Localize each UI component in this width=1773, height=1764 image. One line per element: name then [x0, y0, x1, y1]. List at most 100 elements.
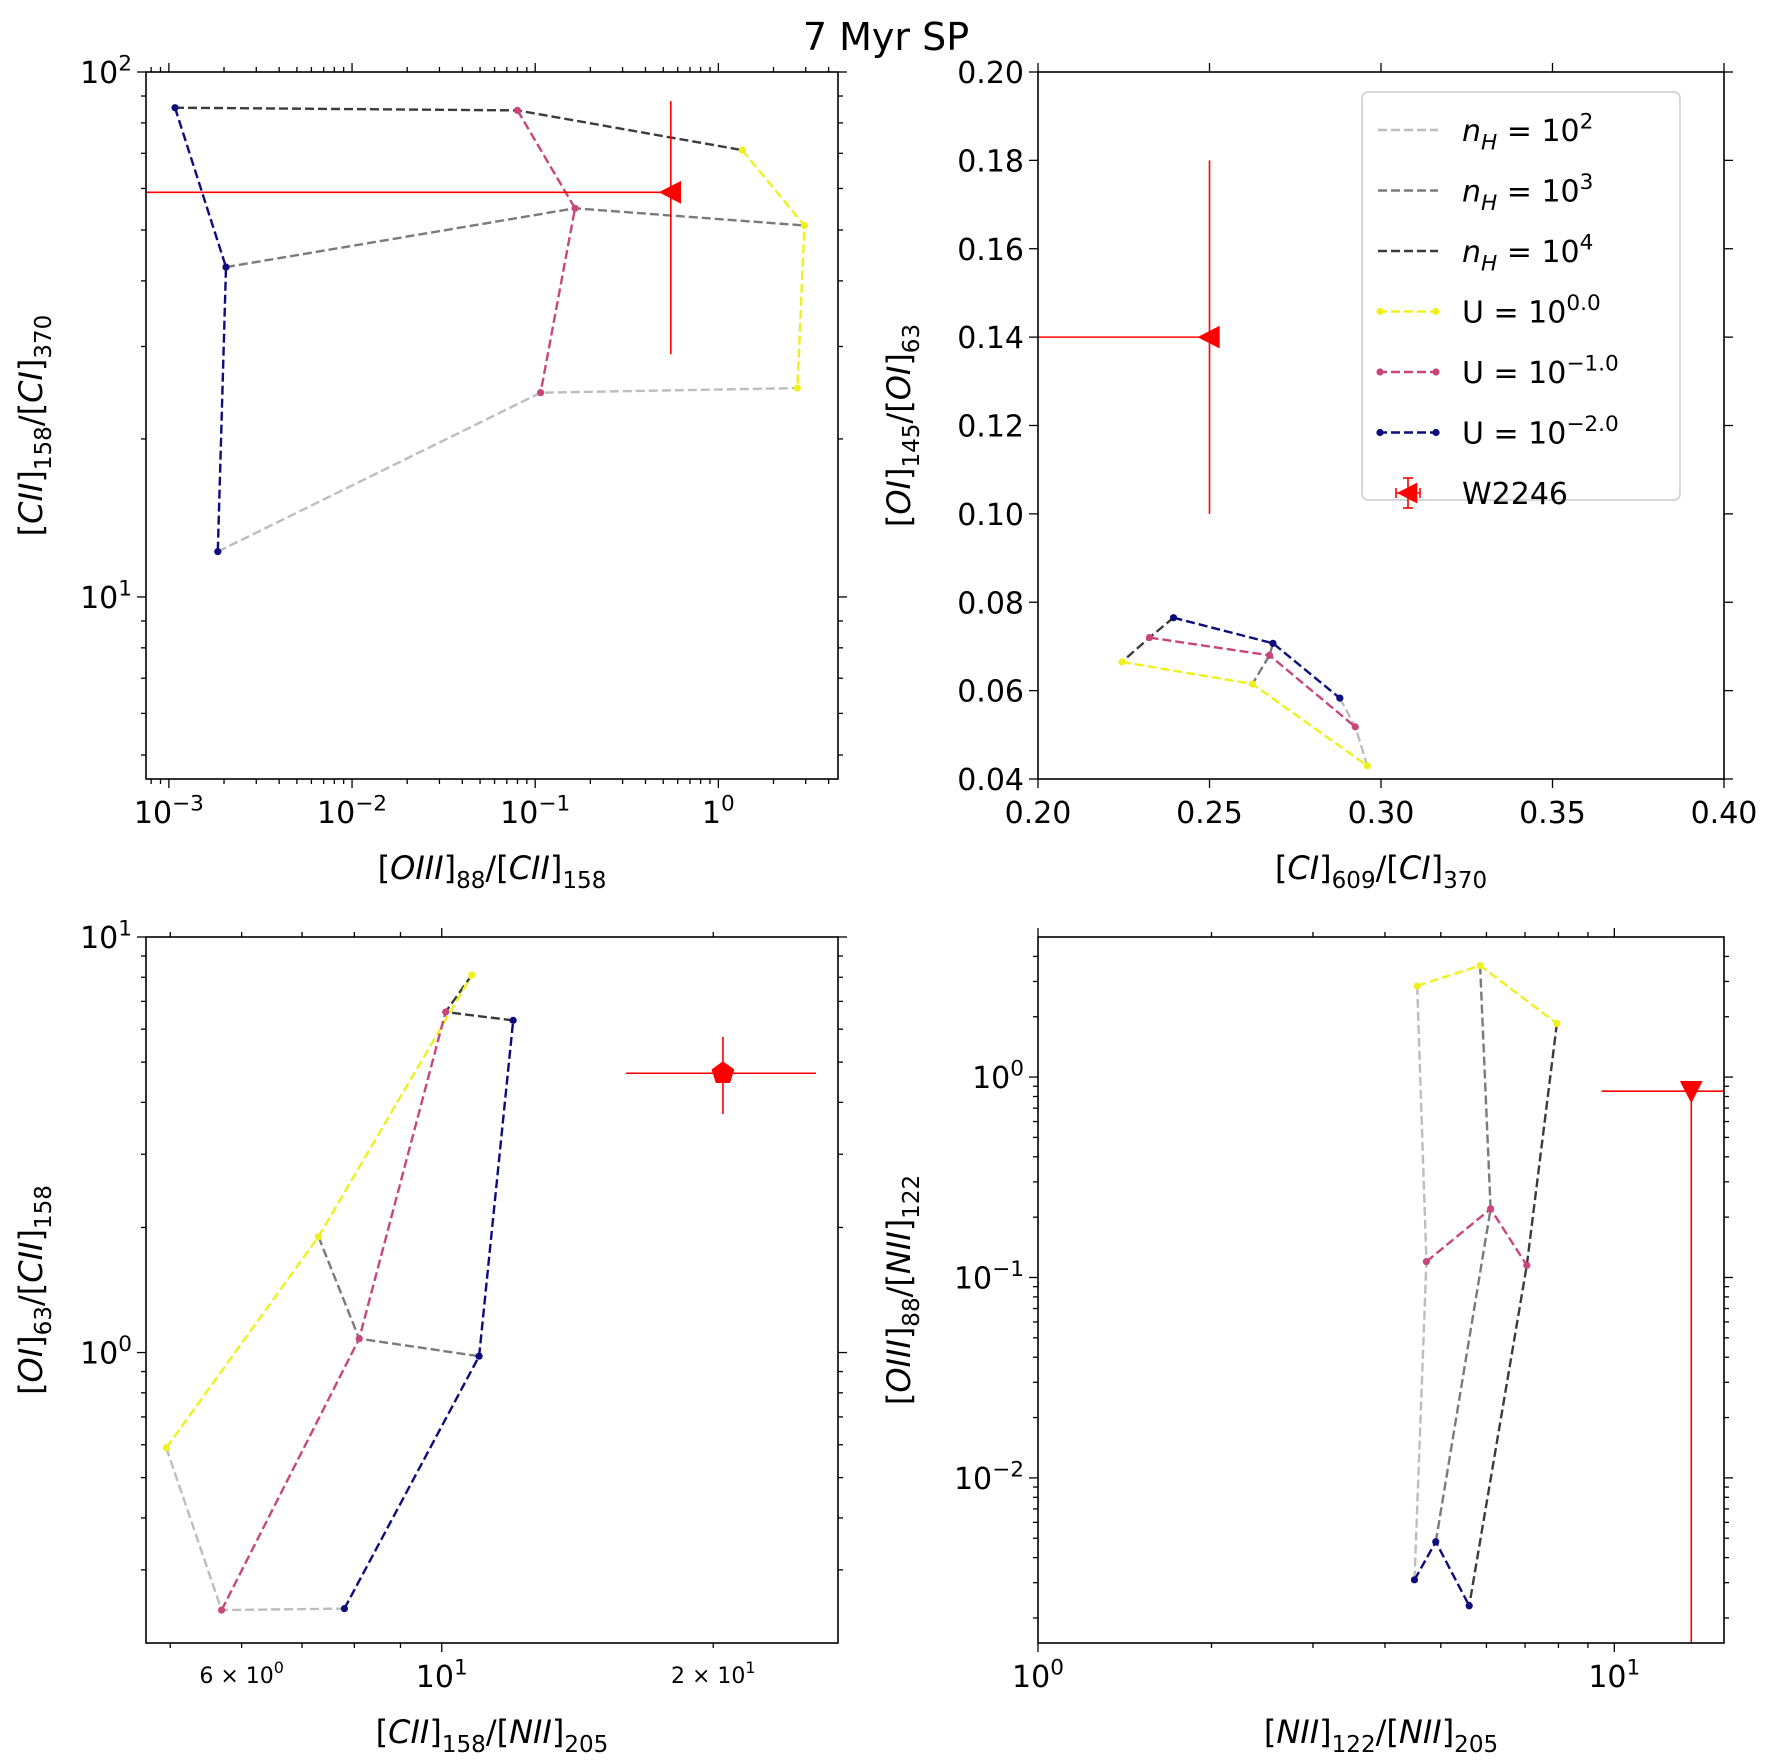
text-segment: H — [1481, 251, 1497, 276]
x-tick-label: 0.30 — [1348, 796, 1415, 831]
axes-frame — [145, 71, 839, 780]
y-tick-label: 0.04 — [957, 763, 1024, 798]
model-point — [1465, 1602, 1473, 1610]
y-tick-label: 0.14 — [957, 321, 1024, 356]
x-tick-label: 100 — [1012, 1655, 1064, 1695]
model-point — [1248, 680, 1256, 688]
y-axis-label: [CII]158/[CI]370 — [12, 315, 57, 537]
text-segment: 0 — [274, 1658, 284, 1677]
x-axis-label: [OIII]88/[CII]158 — [378, 849, 607, 894]
text-segment: 10 — [80, 581, 118, 616]
text-segment: 10 — [416, 1660, 454, 1695]
text-segment: OIII — [880, 1339, 918, 1393]
legend-point — [1432, 368, 1440, 376]
y-tick-label: 0.18 — [957, 144, 1024, 179]
density-track-line — [1251, 642, 1275, 685]
model-point — [217, 1606, 226, 1614]
ionization-track-line — [741, 149, 806, 389]
text-segment: 122 — [1332, 1732, 1376, 1758]
model-point — [738, 146, 746, 154]
model-grid — [162, 971, 817, 1614]
text-segment: 158 — [31, 1185, 57, 1229]
legend-box — [1361, 91, 1681, 501]
text-segment: [ — [376, 1713, 388, 1751]
x-tick-label: 101 — [416, 1655, 468, 1695]
panel-1: 10−3 10−2 10−1 10101102[OIII]88/[CII]158[CI… — [12, 51, 847, 894]
text-segment: [ — [1264, 1713, 1276, 1751]
density-track-line — [317, 1236, 480, 1358]
y-tick-label: 101 — [80, 576, 132, 616]
y-tick-label: 0.20 — [957, 56, 1024, 91]
x-tick-label: 10−1 — [500, 791, 570, 831]
y-tick-label: 10−2 — [954, 1457, 1024, 1497]
text-segment: U = 10 — [1462, 356, 1566, 391]
text-segment: 1 — [1627, 1655, 1641, 1680]
x-minor-tick-label: 2 × 101 — [671, 1658, 756, 1689]
y-tick-label: 100 — [80, 1332, 132, 1372]
text-segment: 2 × 10 — [671, 1664, 745, 1689]
text-segment: /[ — [880, 1274, 918, 1297]
text-segment: ] — [550, 849, 562, 887]
text-segment: CI — [12, 371, 50, 403]
density-track-line — [443, 974, 514, 1022]
model-point — [1169, 614, 1178, 622]
text-segment: 0.25 — [1176, 796, 1243, 831]
model-point — [442, 1008, 450, 1016]
legend-label: U = 10−1.0 — [1462, 351, 1619, 391]
text-segment: −1 — [992, 1257, 1024, 1282]
text-segment: 10 — [1012, 1660, 1050, 1695]
legend-obs-marker — [1397, 482, 1418, 504]
text-segment: ] — [429, 1713, 441, 1751]
text-segment: 1 — [702, 796, 721, 831]
axes-frame — [145, 936, 839, 1644]
model-point — [468, 971, 476, 979]
text-segment: ] — [880, 468, 918, 480]
legend-label: U = 10−2.0 — [1462, 412, 1619, 452]
model-point — [513, 106, 522, 114]
text-segment: OI — [880, 366, 918, 401]
text-segment: = 10 — [1497, 114, 1579, 149]
model-point — [1486, 1205, 1495, 1213]
density-track-line — [165, 1447, 345, 1612]
text-segment: 1 — [745, 1658, 755, 1677]
y-tick-label: 101 — [80, 916, 132, 956]
model-point — [1118, 658, 1126, 666]
y-tick-label: 102 — [80, 51, 132, 91]
x-tick-label: 0.35 — [1519, 796, 1586, 831]
text-segment: 0.40 — [1691, 796, 1758, 831]
text-segment: 88 — [456, 868, 485, 894]
text-segment: 10 — [317, 796, 355, 831]
model-point — [340, 1604, 349, 1613]
legend-label: nH = 104 — [1462, 230, 1593, 276]
text-segment: 0 — [118, 1332, 132, 1357]
density-track-line — [1413, 985, 1428, 1580]
model-point — [1265, 651, 1274, 659]
ionization-track-line — [173, 107, 228, 552]
model-point — [1351, 723, 1359, 731]
text-segment: ] — [1319, 849, 1331, 887]
text-segment: 2 — [118, 51, 132, 76]
text-segment: 158 — [442, 1732, 486, 1758]
text-segment: 3 — [1580, 170, 1594, 195]
text-segment: ] — [1442, 1713, 1454, 1751]
text-segment: ] — [880, 353, 918, 365]
text-segment: 158 — [562, 868, 606, 894]
text-segment: ] — [880, 1219, 918, 1231]
legend-point — [1376, 368, 1384, 376]
model-point — [793, 384, 801, 392]
model-point — [1422, 1258, 1430, 1266]
text-segment: 10 — [80, 56, 118, 91]
text-segment: 4 — [1580, 230, 1594, 255]
text-segment: 0.20 — [1005, 796, 1072, 831]
obs-marker — [1679, 1081, 1703, 1104]
text-segment: 1 — [454, 1655, 468, 1680]
legend-label: U = 100.0 — [1462, 291, 1601, 331]
text-segment: 10 — [1588, 1660, 1626, 1695]
text-segment: ] — [880, 1327, 918, 1339]
text-segment: 145 — [899, 424, 925, 468]
model-point — [314, 1233, 323, 1241]
text-segment: −2 — [355, 791, 387, 816]
